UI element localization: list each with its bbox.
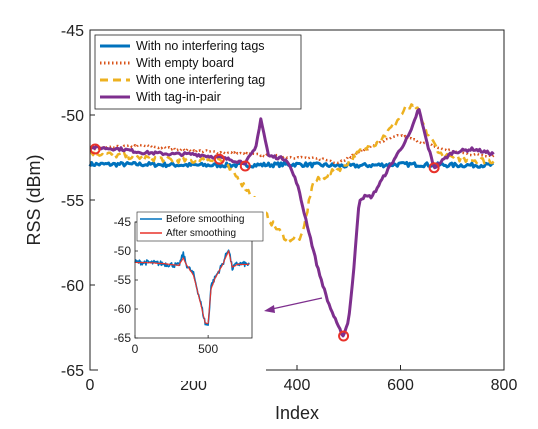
inset-legend-label-1: After smoothing (166, 228, 236, 239)
y-axis-label: RSS (dBm) (24, 154, 44, 245)
inset-x-tick-label-0: 0 (132, 342, 139, 356)
y-tick-label-3: -60 (61, 278, 84, 295)
inset-legend-box (136, 211, 264, 242)
series-line-0 (88, 161, 494, 169)
inset-y-tick-label-1: -50 (114, 244, 132, 258)
axis-ticks: 0 200 400 600 800 -45 -50 -55 -60 -65 (61, 23, 518, 394)
series-line-2 (89, 102, 495, 243)
highlight-marker-1 (213, 153, 225, 165)
annotation-arrow (264, 297, 323, 313)
inset-legend-label-0: Before smoothing (166, 214, 244, 225)
main-plot-markers (89, 143, 440, 342)
inset-legend: Before smoothing After smoothing (136, 211, 264, 242)
inset-axis-ticks: 0 500 -45 -50 -55 -60 -65 (114, 215, 219, 356)
arrow-head (264, 305, 275, 313)
inset-y-tick-label-4: -65 (114, 331, 132, 345)
main-plot-series (88, 102, 495, 338)
legend: With no interfering tags With empty boar… (94, 34, 302, 110)
inset-y-tick-label-2: -55 (114, 273, 132, 287)
legend-label-0: With no interfering tags (136, 39, 265, 53)
inset-y-tick-label-3: -60 (114, 302, 132, 316)
y-tick-label-4: -65 (61, 363, 84, 380)
y-tick-label-1: -50 (61, 108, 84, 125)
x-axis-label: Index (275, 403, 319, 423)
arrow-shaft (271, 297, 323, 310)
highlight-marker-0 (89, 143, 101, 155)
highlight-marker-2 (239, 160, 251, 172)
x-tick-label-2: 400 (284, 377, 311, 394)
x-tick-label-1: 200 (180, 377, 207, 394)
x-tick-label-4: 800 (491, 377, 518, 394)
inset-series-line-1 (134, 250, 250, 325)
highlight-marker-3 (338, 330, 350, 342)
inset-chart: 0 500 -45 -50 -55 -60 -65 Before smoothing Aft… (98, 197, 266, 381)
series-line-3 (89, 108, 495, 338)
x-tick-label-0: 0 (86, 377, 95, 394)
inset-y-tick-label-0: -45 (114, 215, 132, 229)
y-tick-label-2: -55 (61, 193, 84, 210)
inset-series (134, 249, 250, 326)
legend-label-2: With one interfering tag (136, 73, 265, 87)
legend-label-1: With empty board (136, 56, 234, 70)
highlight-marker-4 (428, 162, 440, 174)
x-tick-label-3: 600 (387, 377, 414, 394)
legend-label-3: With tag-in-pair (136, 90, 221, 104)
y-tick-label-0: -45 (61, 23, 84, 40)
inset-x-tick-label-1: 500 (198, 342, 218, 356)
inset-series-line-0 (134, 249, 250, 326)
